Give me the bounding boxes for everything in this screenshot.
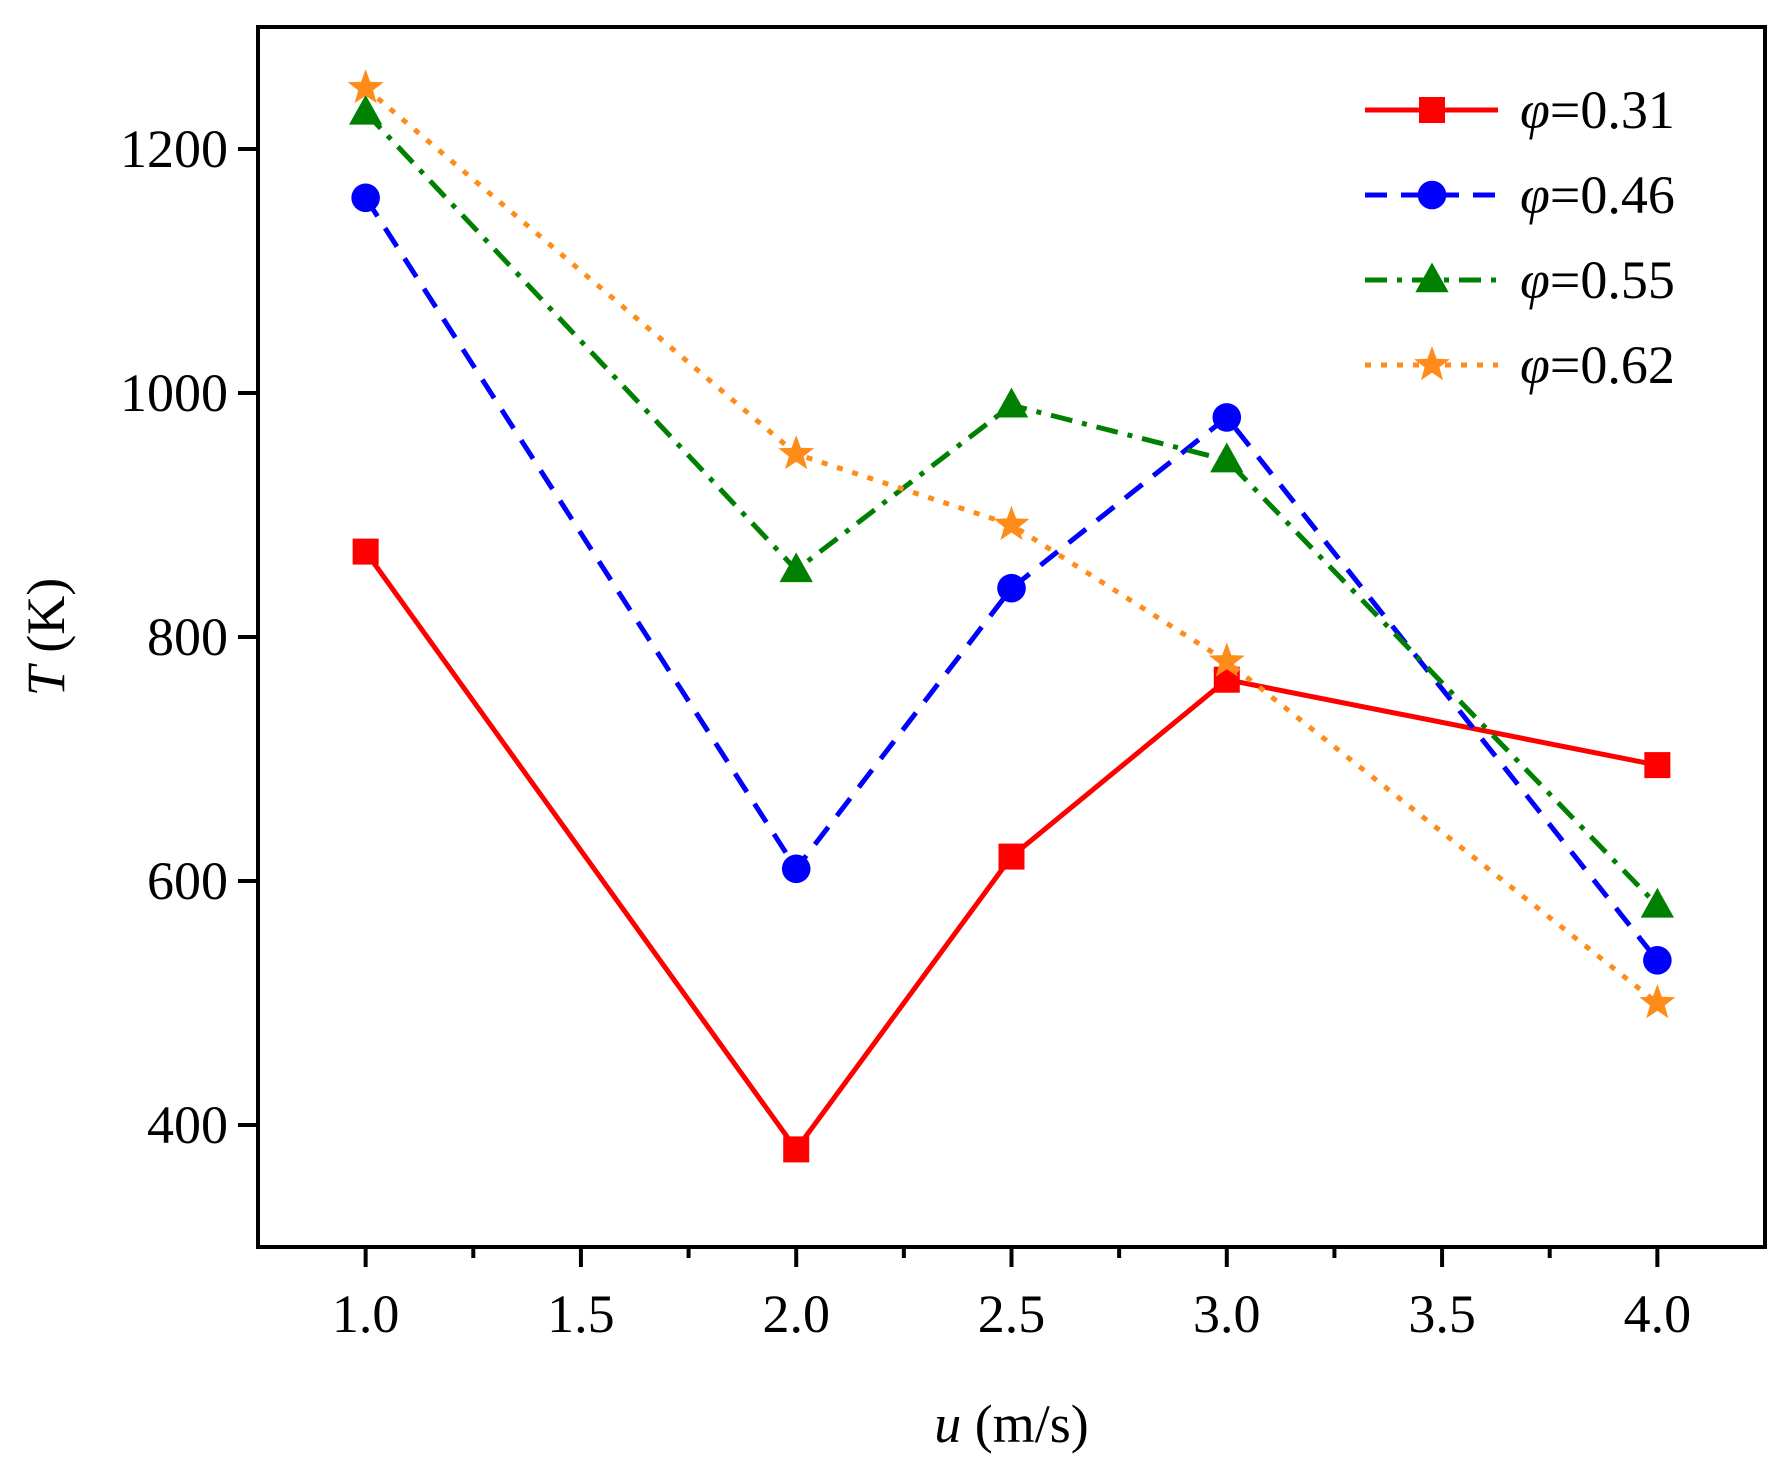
data-point-square bbox=[783, 1136, 809, 1162]
legend-variable: φ bbox=[1520, 80, 1550, 140]
ticks-layer: 1.0 1.5 2.0 2.5 3.0 3.5 4.0 400 600 800 1000 1200 bbox=[120, 119, 1691, 1344]
legend-variable: φ bbox=[1520, 250, 1550, 310]
x-axis-variable: u bbox=[934, 1394, 961, 1454]
legend-entry-0: φ=0.31 bbox=[1365, 80, 1675, 140]
y-tick-label: 400 bbox=[147, 1095, 228, 1155]
legend-marker-star bbox=[1414, 346, 1450, 380]
x-tick-label: 3.5 bbox=[1408, 1284, 1476, 1344]
data-point-star bbox=[1639, 984, 1675, 1018]
legend-variable: φ bbox=[1520, 335, 1550, 395]
data-point-square bbox=[353, 539, 379, 565]
legend-label: φ=0.31 bbox=[1520, 80, 1675, 140]
legend-entry-1: φ=0.46 bbox=[1365, 165, 1675, 225]
legend-marker-square bbox=[1419, 97, 1445, 123]
y-tick-label: 600 bbox=[147, 851, 228, 911]
chart: 1.0 1.5 2.0 2.5 3.0 3.5 4.0 400 600 800 1000 1200 φ… bbox=[0, 0, 1791, 1477]
y-tick-label: 1200 bbox=[120, 119, 228, 179]
legend-marker-circle bbox=[1418, 181, 1447, 210]
legend-marker-triangle bbox=[1415, 262, 1448, 292]
data-point-triangle bbox=[780, 552, 813, 582]
x-tick-label: 1.5 bbox=[547, 1284, 615, 1344]
y-axis-title: T (K) bbox=[16, 578, 76, 697]
legend-label: φ=0.46 bbox=[1520, 165, 1675, 225]
data-point-square bbox=[1644, 752, 1670, 778]
series-0 bbox=[353, 539, 1671, 1163]
data-point-triangle bbox=[1641, 888, 1674, 918]
y-axis-unit: (K) bbox=[16, 578, 76, 666]
data-point-triangle bbox=[995, 388, 1028, 418]
y-axis-variable: T bbox=[16, 662, 76, 696]
x-tick-label: 4.0 bbox=[1624, 1284, 1692, 1344]
legend-label: φ=0.55 bbox=[1520, 250, 1675, 310]
data-point-triangle bbox=[1210, 443, 1243, 473]
series-3 bbox=[348, 69, 1676, 1018]
legend-value: =0.62 bbox=[1550, 335, 1675, 395]
data-point-circle bbox=[997, 574, 1026, 603]
data-point-circle bbox=[1643, 946, 1672, 975]
x-axis-unit: (m/s) bbox=[961, 1394, 1089, 1454]
y-tick-label: 1000 bbox=[120, 363, 228, 423]
legend-entry-3: φ=0.62 bbox=[1365, 335, 1675, 395]
x-tick-label: 2.0 bbox=[762, 1284, 830, 1344]
data-point-circle bbox=[782, 855, 811, 884]
legend-value: =0.31 bbox=[1550, 80, 1675, 140]
legend-label: φ=0.62 bbox=[1520, 335, 1675, 395]
legend-value: =0.46 bbox=[1550, 165, 1675, 225]
data-point-circle bbox=[351, 184, 380, 213]
data-point-star bbox=[994, 506, 1030, 540]
legend-entry-2: φ=0.55 bbox=[1365, 250, 1675, 310]
y-tick-label: 800 bbox=[147, 607, 228, 667]
legend-value: =0.55 bbox=[1550, 250, 1675, 310]
x-tick-label: 3.0 bbox=[1193, 1284, 1261, 1344]
x-tick-label: 2.5 bbox=[978, 1284, 1046, 1344]
legend-variable: φ bbox=[1520, 165, 1550, 225]
x-tick-label: 1.0 bbox=[332, 1284, 400, 1344]
data-point-square bbox=[999, 844, 1025, 870]
legend: φ=0.31φ=0.46φ=0.55φ=0.62 bbox=[1365, 80, 1675, 395]
series-layer bbox=[348, 69, 1676, 1162]
data-point-circle bbox=[1212, 403, 1241, 432]
x-axis-title: u (m/s) bbox=[934, 1394, 1089, 1454]
